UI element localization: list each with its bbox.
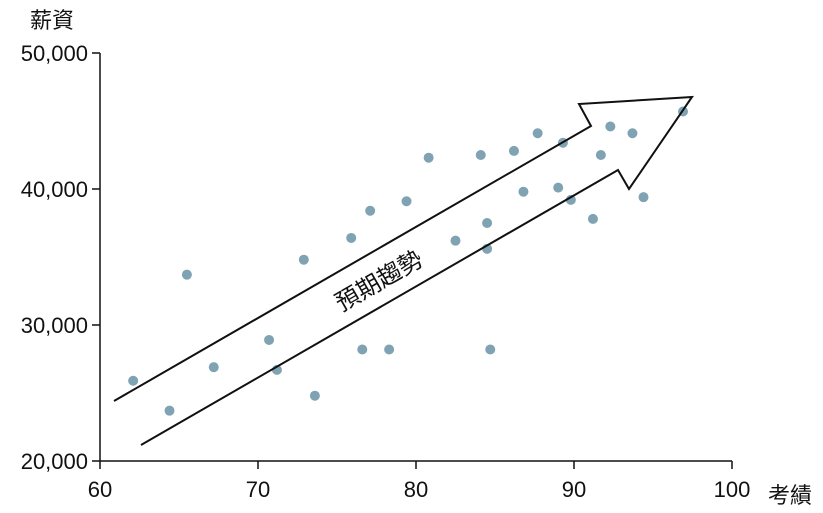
data-points [128, 106, 689, 416]
data-point [423, 152, 434, 163]
data-point [627, 128, 638, 139]
x-tick-label: 90 [562, 477, 586, 502]
data-point [264, 334, 275, 345]
data-point [595, 150, 606, 160]
data-point [450, 235, 461, 246]
data-point [384, 344, 395, 355]
trend-arrow-label: 預期趨勢 [330, 245, 427, 317]
data-point [553, 182, 564, 193]
trend-arrow-outline [113, 95, 694, 446]
data-point [401, 196, 412, 207]
data-point [128, 375, 139, 386]
data-point [346, 232, 357, 243]
data-point [638, 192, 649, 203]
y-tick-label: 20,000 [21, 449, 88, 474]
data-point [357, 344, 368, 355]
data-point [565, 194, 576, 205]
data-point [482, 218, 493, 228]
x-tick-label: 70 [246, 477, 270, 502]
y-tick-label: 40,000 [21, 177, 88, 202]
data-point [298, 254, 309, 265]
y-tick-label: 30,000 [21, 313, 88, 338]
data-point [208, 362, 219, 373]
y-axis-title: 薪資 [30, 9, 74, 34]
data-point [475, 150, 486, 160]
data-point [309, 390, 320, 401]
trend-arrow: 預期趨勢 [113, 95, 694, 446]
y-ticks: 20,000 30,000 40,000 50,000 [21, 41, 100, 474]
data-point [485, 344, 496, 355]
x-tick-label: 80 [404, 477, 428, 502]
x-tick-label: 100 [714, 477, 751, 502]
data-point [365, 205, 376, 216]
y-tick-label: 50,000 [21, 41, 88, 66]
x-axis-title: 考績 [768, 484, 812, 509]
x-tick-label: 60 [88, 477, 112, 502]
data-point [532, 128, 543, 139]
data-point [605, 121, 616, 132]
data-point [181, 269, 192, 280]
x-ticks: 60 70 80 90 100 [88, 461, 751, 502]
data-point [164, 405, 175, 416]
data-point [508, 145, 519, 156]
data-point [587, 213, 598, 224]
data-point [518, 186, 529, 197]
